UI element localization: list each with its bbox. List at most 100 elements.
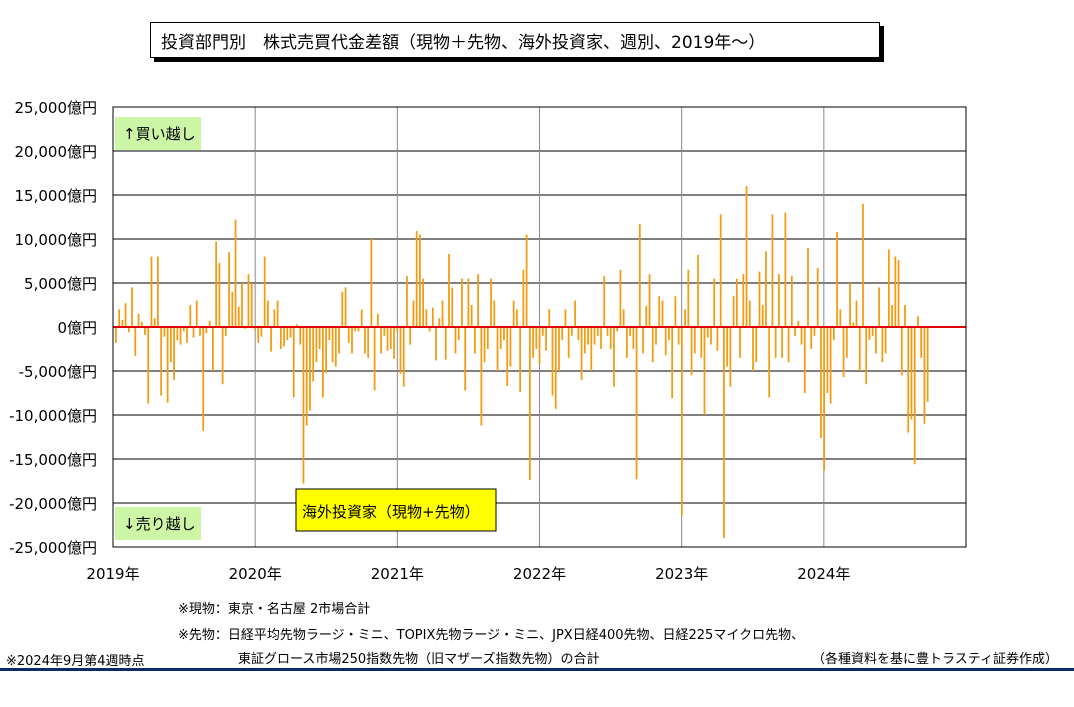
bar <box>803 327 806 393</box>
bar <box>642 327 644 354</box>
bar <box>127 327 130 333</box>
bar <box>325 327 327 373</box>
legend-box <box>295 488 497 532</box>
bar <box>603 275 606 327</box>
bar <box>587 327 589 345</box>
bar <box>616 327 619 332</box>
bar <box>260 327 263 337</box>
bar <box>483 327 486 363</box>
bar <box>535 327 538 349</box>
bar <box>182 327 185 332</box>
bar <box>428 327 431 332</box>
bar <box>829 327 832 404</box>
bar <box>221 327 224 385</box>
bar <box>121 319 124 327</box>
bar <box>454 327 457 354</box>
bar <box>638 224 641 327</box>
bar <box>590 327 593 371</box>
bar <box>289 327 292 338</box>
bar <box>622 309 625 327</box>
bar <box>480 327 483 426</box>
bar <box>554 327 557 409</box>
bar <box>784 212 787 327</box>
bar <box>765 251 767 327</box>
bar <box>571 327 573 336</box>
bar <box>438 318 441 327</box>
bar <box>334 327 337 367</box>
bar <box>231 291 234 327</box>
bar <box>386 327 389 351</box>
bar <box>389 327 392 349</box>
bar <box>399 327 402 374</box>
y-tick-label: 15,000億円 <box>15 187 98 205</box>
bar <box>852 322 855 327</box>
bar <box>810 327 813 349</box>
bar <box>509 327 512 367</box>
bar <box>279 327 282 349</box>
bar <box>131 287 133 327</box>
bar <box>794 327 796 336</box>
bar <box>506 327 509 386</box>
bar <box>448 253 450 327</box>
bar <box>354 327 357 332</box>
bar <box>548 309 551 327</box>
bar <box>561 327 564 341</box>
note-source: （各種資料を基に豊トラスティ証券作成） <box>812 652 1058 667</box>
bar <box>441 300 444 327</box>
bar <box>668 327 670 341</box>
bar <box>292 327 295 398</box>
bar <box>305 327 308 426</box>
bar <box>473 327 476 354</box>
bar <box>276 300 279 327</box>
y-tick-label: -25,000億円 <box>9 539 97 557</box>
bar <box>496 327 499 371</box>
bar <box>875 327 877 354</box>
bar <box>677 327 680 345</box>
bar <box>836 231 838 327</box>
bar <box>419 234 421 327</box>
bar <box>839 309 842 327</box>
bar <box>745 186 748 327</box>
x-tick-label: 2023年 <box>655 565 708 583</box>
bar <box>910 327 913 420</box>
bar <box>878 287 881 327</box>
bar <box>891 305 893 327</box>
y-tick-label: 25,000億円 <box>15 99 98 117</box>
upper-label-bg <box>115 117 201 150</box>
bar <box>461 278 463 327</box>
note-futures-cont: 東証グロース市場250指数先物（旧マザーズ指数先物）の合計 <box>238 652 600 667</box>
bar <box>312 327 315 382</box>
bar <box>564 309 567 327</box>
bar <box>671 327 674 399</box>
bar <box>790 275 793 327</box>
bar <box>415 231 418 327</box>
bar <box>402 327 405 387</box>
bar <box>205 327 208 334</box>
bar <box>661 300 664 327</box>
bar <box>263 256 266 327</box>
x-tick-label: 2022年 <box>513 565 566 583</box>
bar <box>364 327 366 354</box>
bar <box>771 214 774 327</box>
bar <box>900 327 903 376</box>
bar <box>703 327 706 415</box>
bar <box>580 327 583 380</box>
bar <box>357 327 360 332</box>
bar <box>396 327 399 332</box>
bar <box>777 274 780 327</box>
bar <box>664 327 667 356</box>
bar <box>723 327 725 539</box>
bar <box>273 309 276 327</box>
bar <box>894 256 897 327</box>
bar <box>551 327 554 396</box>
bar <box>477 274 480 327</box>
bar <box>318 327 321 349</box>
x-axis-labels: 2019年 2020年 2021年 2022年 2023年 2024年 <box>86 565 850 583</box>
bar <box>321 327 324 398</box>
bar <box>739 327 741 358</box>
bar <box>522 269 525 327</box>
bar <box>286 327 289 341</box>
lower-label-bg <box>115 507 201 540</box>
bar <box>823 327 826 471</box>
bar <box>237 306 240 327</box>
